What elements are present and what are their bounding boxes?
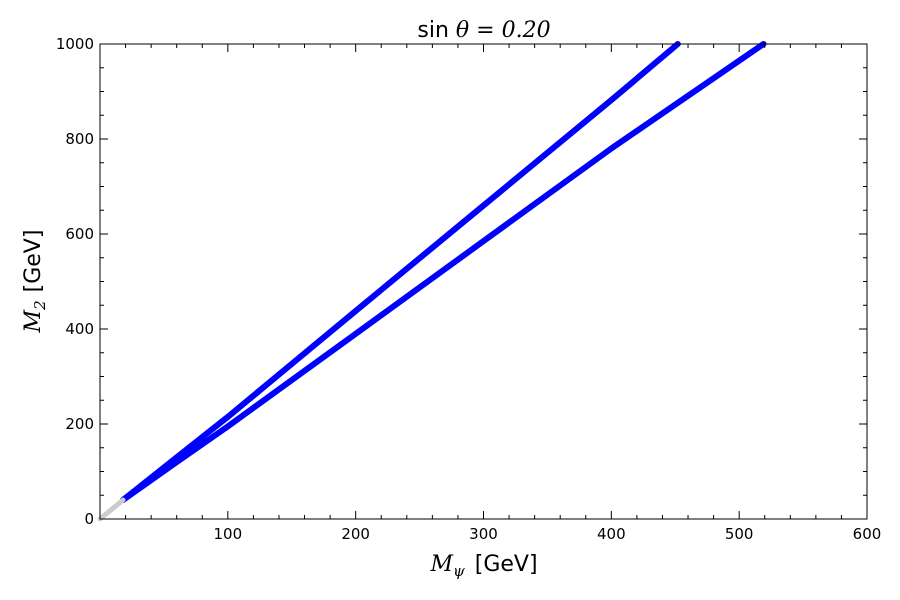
y-tick-label: 0 bbox=[84, 510, 94, 528]
x-tick-label: 100 bbox=[214, 525, 243, 543]
ticks-layer: 100 200 300 400 500 600 0 200 400 600 800 1000 bbox=[56, 35, 882, 543]
y-tick-label: 600 bbox=[65, 225, 94, 243]
plot-frame bbox=[99, 43, 868, 520]
y-tick-label: 1000 bbox=[56, 35, 94, 53]
x-tick-label: 500 bbox=[725, 525, 754, 543]
x-tick-label: 300 bbox=[469, 525, 498, 543]
x-tick-label: 200 bbox=[341, 525, 370, 543]
plot-area: 100 200 300 400 500 600 0 200 400 600 800 1000 bbox=[56, 35, 882, 543]
series-line-2 bbox=[120, 41, 767, 503]
y-tick-label: 400 bbox=[65, 320, 94, 338]
series-layer bbox=[97, 41, 767, 522]
series-line-3 bbox=[97, 497, 126, 522]
series-line-1 bbox=[120, 41, 681, 503]
chart-title: sin θ = 0.20 bbox=[417, 18, 550, 43]
x-tick-label: 600 bbox=[853, 525, 882, 543]
y-tick-label: 200 bbox=[65, 415, 94, 433]
y-tick-label: 800 bbox=[65, 130, 94, 148]
y-axis-label: M2[GeV] bbox=[21, 230, 49, 334]
x-axis-label: Mψ [GeV] bbox=[429, 552, 537, 580]
x-tick-label: 400 bbox=[597, 525, 626, 543]
